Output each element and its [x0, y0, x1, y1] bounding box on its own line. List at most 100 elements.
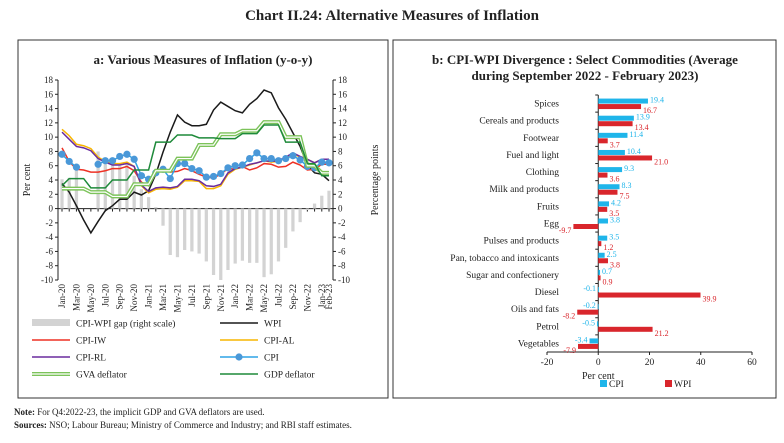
y2-tick-label: 8 [338, 146, 343, 156]
cpi-marker [101, 157, 109, 165]
y-tick-label: 16 [44, 89, 54, 99]
gap-bar [298, 208, 302, 223]
wpi-line [61, 89, 330, 235]
cpi-iw-line [61, 147, 329, 187]
category-label: Pulses and products [484, 237, 560, 247]
cpi-marker [181, 159, 189, 168]
legend-swatch [600, 380, 607, 387]
category-label: Cereals and products [479, 117, 559, 127]
x-tick-label: Jul-21 [187, 284, 197, 307]
y-tick-label: 14 [44, 104, 54, 114]
gap-bar [175, 208, 180, 258]
cpi-data-label: 13.9 [636, 113, 650, 122]
x-tick-label: Feb-23 [324, 284, 334, 310]
y-tick-label: 10 [44, 132, 54, 142]
wpi-bar [573, 224, 599, 229]
gap-bar [255, 208, 259, 263]
gap-bar [190, 208, 194, 252]
cpi-data-label: 3.8 [610, 216, 620, 225]
cpi-marker [274, 157, 283, 165]
wpi-data-label: 1.2 [603, 243, 613, 252]
cpi-bar [596, 321, 599, 327]
x-tick-label: May-21 [172, 284, 182, 313]
x-tick-label: Mar-22 [245, 284, 255, 311]
note-text: For Q4:2022-23, the implicit GDP and GVA… [35, 407, 265, 417]
note-label: Note: [14, 407, 35, 417]
cpi-bar [598, 184, 620, 190]
cpi-marker [58, 150, 66, 158]
gap-bar [219, 208, 223, 280]
gap-bar [291, 208, 295, 232]
x-tick-label: 0 [596, 358, 601, 368]
gap-bar [204, 208, 208, 262]
x-tick-label: 60 [747, 358, 757, 368]
cpi-data-label: 10.4 [627, 147, 641, 156]
y-tick-label: -4 [46, 232, 54, 242]
category-label: Milk and products [489, 185, 559, 195]
y-tick-label: 2 [49, 189, 54, 199]
cpi-marker [325, 159, 333, 167]
gap-bar [60, 179, 64, 209]
legend-label: WPI [264, 320, 281, 330]
wpi-bar [598, 172, 608, 178]
gap-bar [139, 189, 144, 209]
cpi-data-label: 8.3 [622, 181, 632, 190]
cpi-marker [65, 157, 73, 166]
x-tick-label: Nov-21 [216, 284, 226, 312]
category-label: Pan, tobacco and intoxicants [450, 254, 559, 264]
gap-bar [327, 190, 331, 209]
wpi-data-label: 16.7 [643, 106, 657, 115]
cpi-bar [598, 252, 605, 258]
cpi-bar [598, 98, 648, 104]
y2-tick-label: 10 [338, 132, 348, 142]
gap-bar [320, 195, 324, 209]
panel-a-border [17, 39, 389, 399]
wpi-bar [598, 258, 608, 264]
y-tick-label: 6 [49, 161, 54, 171]
wpi-data-label: -9.7 [559, 226, 572, 235]
cpi-bar [597, 287, 599, 293]
cpi-marker [116, 152, 124, 161]
y2-tick-label: 16 [338, 89, 348, 99]
cpi-marker [72, 163, 81, 171]
cpi-bar [598, 201, 610, 207]
cpi-data-label: 19.4 [650, 96, 664, 105]
cpi-marker [296, 156, 304, 164]
legend-swatch [665, 380, 672, 387]
wpi-data-label: 3.6 [609, 175, 619, 184]
cpi-marker [246, 154, 254, 163]
y-tick-label: 12 [44, 118, 53, 128]
wpi-bar [598, 326, 653, 332]
legend-label: CPI-AL [264, 337, 295, 347]
category-label: Spices [534, 100, 559, 110]
legend-label: CPI [609, 380, 624, 390]
gdp-deflator-line [61, 124, 329, 189]
cpi-marker [238, 161, 247, 169]
gva-deflator-line-inner [62, 121, 329, 198]
x-tick-label: Sep-22 [288, 284, 298, 310]
x-tick-label: Jan-20 [57, 284, 67, 308]
cpi-marker [188, 164, 196, 173]
gap-bar [146, 197, 151, 209]
wpi-bar [578, 343, 599, 349]
cpi-data-label: -0.5 [582, 318, 595, 327]
wpi-bar [577, 309, 599, 315]
x-tick-label: 40 [696, 358, 706, 368]
category-label: Oils and fats [511, 304, 559, 315]
wpi-bar [598, 275, 601, 281]
x-axis-label: Per cent [582, 371, 615, 382]
cpi-marker [209, 172, 218, 181]
cpi-data-label: 11.4 [629, 130, 643, 139]
gap-bar [269, 208, 273, 275]
x-tick-label: Jul-22 [273, 284, 283, 307]
wpi-bar [598, 189, 618, 195]
category-label: Egg [544, 220, 560, 230]
wpi-data-label: -7.9 [563, 346, 576, 355]
gap-bar [110, 163, 115, 209]
cpi-marker [94, 160, 102, 168]
gap-bar [240, 208, 245, 261]
gap-bar [183, 208, 187, 250]
gap-bar [103, 158, 107, 209]
y-axis-label: Per cent [22, 164, 33, 197]
